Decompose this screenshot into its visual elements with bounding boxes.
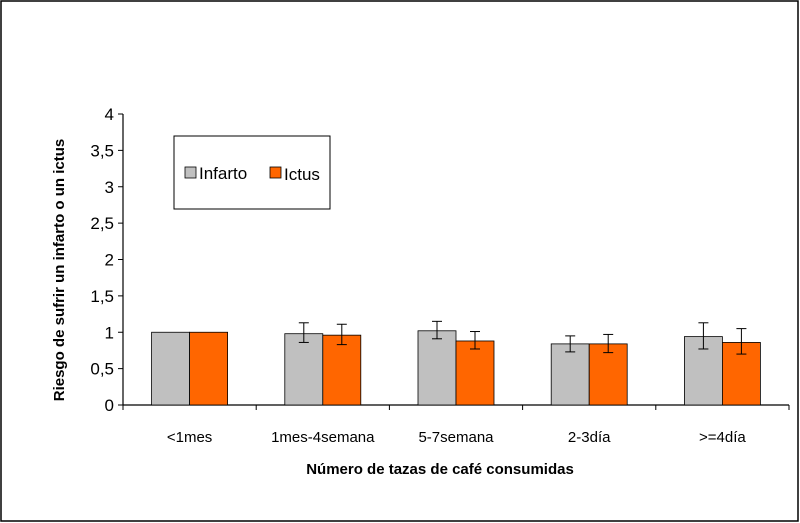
x-tick-label: <1mes xyxy=(167,429,212,446)
bar-infarto-1 xyxy=(284,333,324,406)
bar-infarto-0 xyxy=(151,331,191,406)
bar-ictus-0 xyxy=(189,331,229,406)
y-tick-label: 0 xyxy=(105,396,114,415)
y-tick-label: 3,5 xyxy=(90,141,114,160)
y-tick-label: 4 xyxy=(105,105,114,124)
x-tick-label: 1mes-4semana xyxy=(271,429,375,446)
legend-swatch-ictus xyxy=(269,166,282,179)
y-tick-label: 1 xyxy=(105,323,114,342)
legend-swatch-infarto xyxy=(184,166,197,179)
bar-ictus-3 xyxy=(588,343,628,406)
y-tick-label: 2,5 xyxy=(90,214,114,233)
x-tick-label: >=4día xyxy=(699,429,746,446)
y-tick-label: 3 xyxy=(105,178,114,197)
legend: Infarto Ictus xyxy=(173,135,331,210)
y-axis-title: Riesgo de sufrir un infarto o un ictus xyxy=(51,139,68,402)
bar-infarto-2 xyxy=(417,330,457,406)
y-tick-label: 1,5 xyxy=(90,287,114,306)
bar-infarto-3 xyxy=(550,343,590,406)
legend-label-infarto: Infarto xyxy=(199,164,247,183)
legend-box xyxy=(173,135,331,210)
x-tick-label: 5-7semana xyxy=(418,429,494,446)
y-tick-label: 0,5 xyxy=(90,360,114,379)
bar-ictus-1 xyxy=(322,334,362,406)
x-axis-title: Número de tazas de café consumidas xyxy=(306,461,574,478)
x-tick-label: 2-3día xyxy=(568,429,611,446)
y-tick-label: 2 xyxy=(105,251,114,270)
bar-ictus-2 xyxy=(455,340,495,406)
legend-label-ictus: Ictus xyxy=(284,165,320,184)
